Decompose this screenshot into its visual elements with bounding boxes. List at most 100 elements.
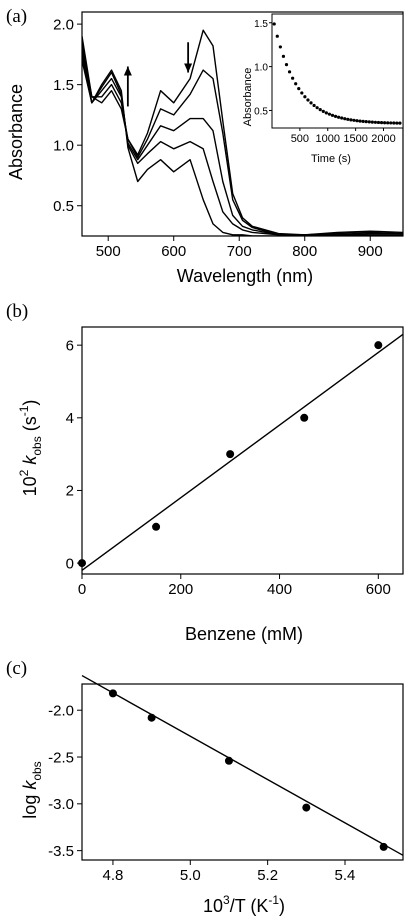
panel-a-x-tick-label: 700 [227, 243, 252, 260]
panel-a: (a) Absorbance Wavelength (nm) 500 600 700… [6, 6, 404, 286]
panel-a-x-axis-label: Wavelength (nm) [177, 266, 313, 286]
inset-decay-point [284, 62, 289, 67]
panel-c-data-point [302, 803, 311, 812]
panel-a-y-tick-label: 2.0 [53, 16, 74, 33]
inset-decay-point [355, 119, 359, 123]
inset-decay-point [358, 119, 362, 123]
inset-decay-point [318, 108, 322, 112]
panel-c-data-point [108, 689, 117, 698]
arrow-down-icon [184, 63, 193, 73]
inset-decay-point [379, 120, 384, 125]
inset-y-tick-label: 1.0 [254, 63, 268, 74]
panel-a-inset: Absorbance Time (s) 500 1000 1500 2000 0.5 1.… [242, 13, 404, 165]
inset-decay-point [349, 118, 353, 122]
inset-y-tick-label: 0.5 [254, 106, 268, 117]
inset-decay-point [275, 34, 279, 38]
inset-x-tick-label: 2000 [371, 133, 395, 145]
panel-c-x-tick-label: 5.0 [180, 867, 201, 884]
inset-decay-point [309, 101, 313, 105]
panel-a-y-tick-label: 1.0 [53, 137, 74, 154]
panel-c-label: (c) [6, 658, 27, 679]
inset-x-tick-label: 1500 [343, 133, 367, 145]
inset-decay-point [364, 120, 368, 124]
panel-b-fit-line [81, 333, 404, 571]
panel-b-y-axis-label: 102 kobs (s-1) [17, 400, 44, 497]
panel-c-data-point [379, 842, 388, 851]
panel-b-y-tick-label: 2 [66, 483, 74, 500]
spectrum-line-4 [82, 54, 403, 236]
inset-decay-point [321, 109, 325, 113]
inset-decay-point [389, 121, 393, 125]
panel-c-y-tick-label: -2.0 [48, 702, 74, 719]
panel-c-y-tick-label: -2.5 [48, 749, 74, 766]
arrow-up-icon [123, 66, 132, 76]
inset-decay-point [272, 22, 276, 26]
inset-decay-point [392, 121, 396, 125]
inset-decay-point [281, 54, 286, 58]
panel-c-x-tick-label: 5.4 [335, 867, 356, 884]
panel-c-x-tick-label: 4.8 [103, 867, 124, 884]
panel-c-y-axis-label: log kobs [20, 761, 44, 818]
inset-decay-point [346, 117, 350, 121]
panel-c-y-tick-label: -3.5 [48, 843, 74, 860]
panel-c-y-tick-label: -3.0 [48, 796, 74, 813]
panel-b-x-tick-label: 600 [366, 581, 391, 598]
panel-c-data-point [147, 713, 156, 722]
inset-decay-point [294, 82, 298, 86]
panel-b-y-tick-label: 0 [66, 555, 74, 572]
panel-a-x-tick-label: 800 [292, 243, 317, 260]
inset-decay-point [287, 70, 292, 74]
panel-b-x-tick-label: 200 [168, 581, 193, 598]
spectrum-line-5 [82, 60, 403, 236]
inset-decay-point [327, 112, 332, 116]
panel-a-y-tick-label: 1.5 [53, 77, 74, 94]
panel-b-x-tick-label: 0 [78, 581, 86, 598]
panel-a-y-tick-label: 0.5 [53, 198, 74, 215]
inset-decay-point [291, 76, 295, 80]
panel-b-x-tick-label: 400 [267, 581, 292, 598]
panel-b: (b) 102 kobs (s-1) Benzene (mM) 0 200 400 6… [6, 301, 404, 644]
inset-x-tick-label: 500 [291, 133, 309, 145]
panel-b-data-point [78, 559, 86, 568]
inset-decay-point [303, 95, 307, 99]
panel-a-x-tick-label: 600 [161, 243, 186, 260]
inset-x-tick-label: 1000 [316, 133, 340, 145]
inset-decay-point [386, 121, 390, 125]
inset-decay-point [306, 98, 310, 102]
panel-c-fit-line [81, 674, 404, 856]
panel-b-data-point [300, 413, 309, 422]
inset-decay-point [297, 87, 301, 91]
panel-c-frame [81, 683, 404, 861]
inset-decay-point [312, 103, 316, 108]
inset-decay-point [333, 114, 338, 118]
panel-b-data-point [226, 450, 235, 459]
panel-a-y-axis-label: Absorbance [6, 84, 26, 180]
panel-a-label: (a) [6, 6, 27, 27]
inset-decay-point [330, 113, 335, 117]
inset-y-axis-label: Absorbance [242, 68, 254, 127]
inset-x-axis-label: Time (s) [311, 153, 351, 165]
panel-b-y-tick-label: 6 [66, 337, 74, 354]
panel-c-data-point [224, 756, 233, 765]
inset-decay-point [383, 121, 387, 125]
panel-a-x-tick-label: 500 [96, 243, 121, 260]
panel-b-label: (b) [6, 301, 28, 322]
panel-c-x-tick-label: 5.2 [257, 867, 278, 884]
panel-a-series-group [82, 29, 403, 236]
inset-decay-point [352, 118, 356, 122]
inset-decay-point [398, 121, 402, 125]
panel-b-data-point [374, 341, 383, 350]
inset-decay-point [395, 121, 399, 125]
panel-b-y-tick-label: 4 [66, 410, 74, 427]
inset-decay-point [300, 91, 304, 95]
inset-decay-point [340, 116, 344, 120]
panel-c-x-axis-label: 103/T (K-1) [203, 893, 285, 916]
inset-decay-point [343, 117, 347, 121]
inset-decay-point [337, 115, 341, 119]
inset-decay-point [376, 120, 381, 125]
panel-b-data-point [152, 522, 161, 531]
inset-y-tick-label: 1.5 [254, 19, 268, 30]
inset-decay-point [373, 120, 378, 124]
inset-decay-point [361, 119, 365, 123]
